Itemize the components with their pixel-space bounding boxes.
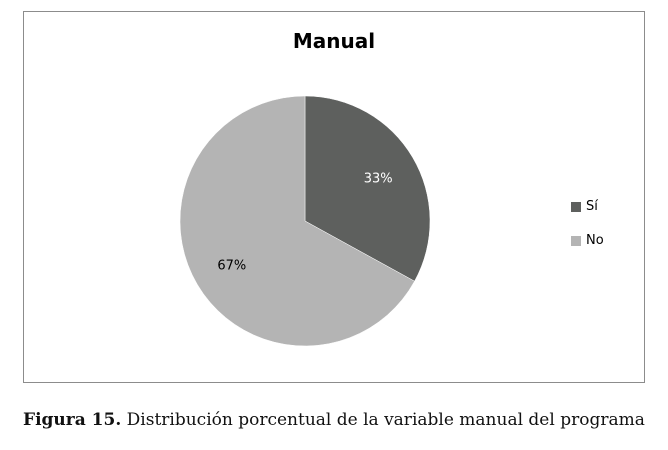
pie-data-labels: 33% 67% xyxy=(217,172,392,274)
legend: Sí No xyxy=(571,196,604,264)
pie-slice-si xyxy=(304,95,431,282)
legend-swatch-no xyxy=(571,235,581,246)
legend-swatch-si xyxy=(571,201,581,212)
pie-data-label-no: 67% xyxy=(217,258,246,273)
pie-data-label-si: 33% xyxy=(364,172,393,187)
chart-title: Manual xyxy=(292,29,376,53)
legend-label-si: Sí xyxy=(586,199,598,214)
pie-chart: 33% 67% xyxy=(179,95,431,347)
caption-label: Figura 15. xyxy=(23,410,122,430)
figure-caption: Figura 15. Distribución porcentual de la… xyxy=(23,410,663,430)
legend-item-no: No xyxy=(571,230,604,251)
pie-slices xyxy=(179,95,431,347)
caption-text: Distribución porcentual de la variable m… xyxy=(126,410,645,430)
pie-slice-no xyxy=(179,95,415,347)
legend-item-si: Sí xyxy=(571,196,604,217)
legend-label-no: No xyxy=(586,233,604,248)
